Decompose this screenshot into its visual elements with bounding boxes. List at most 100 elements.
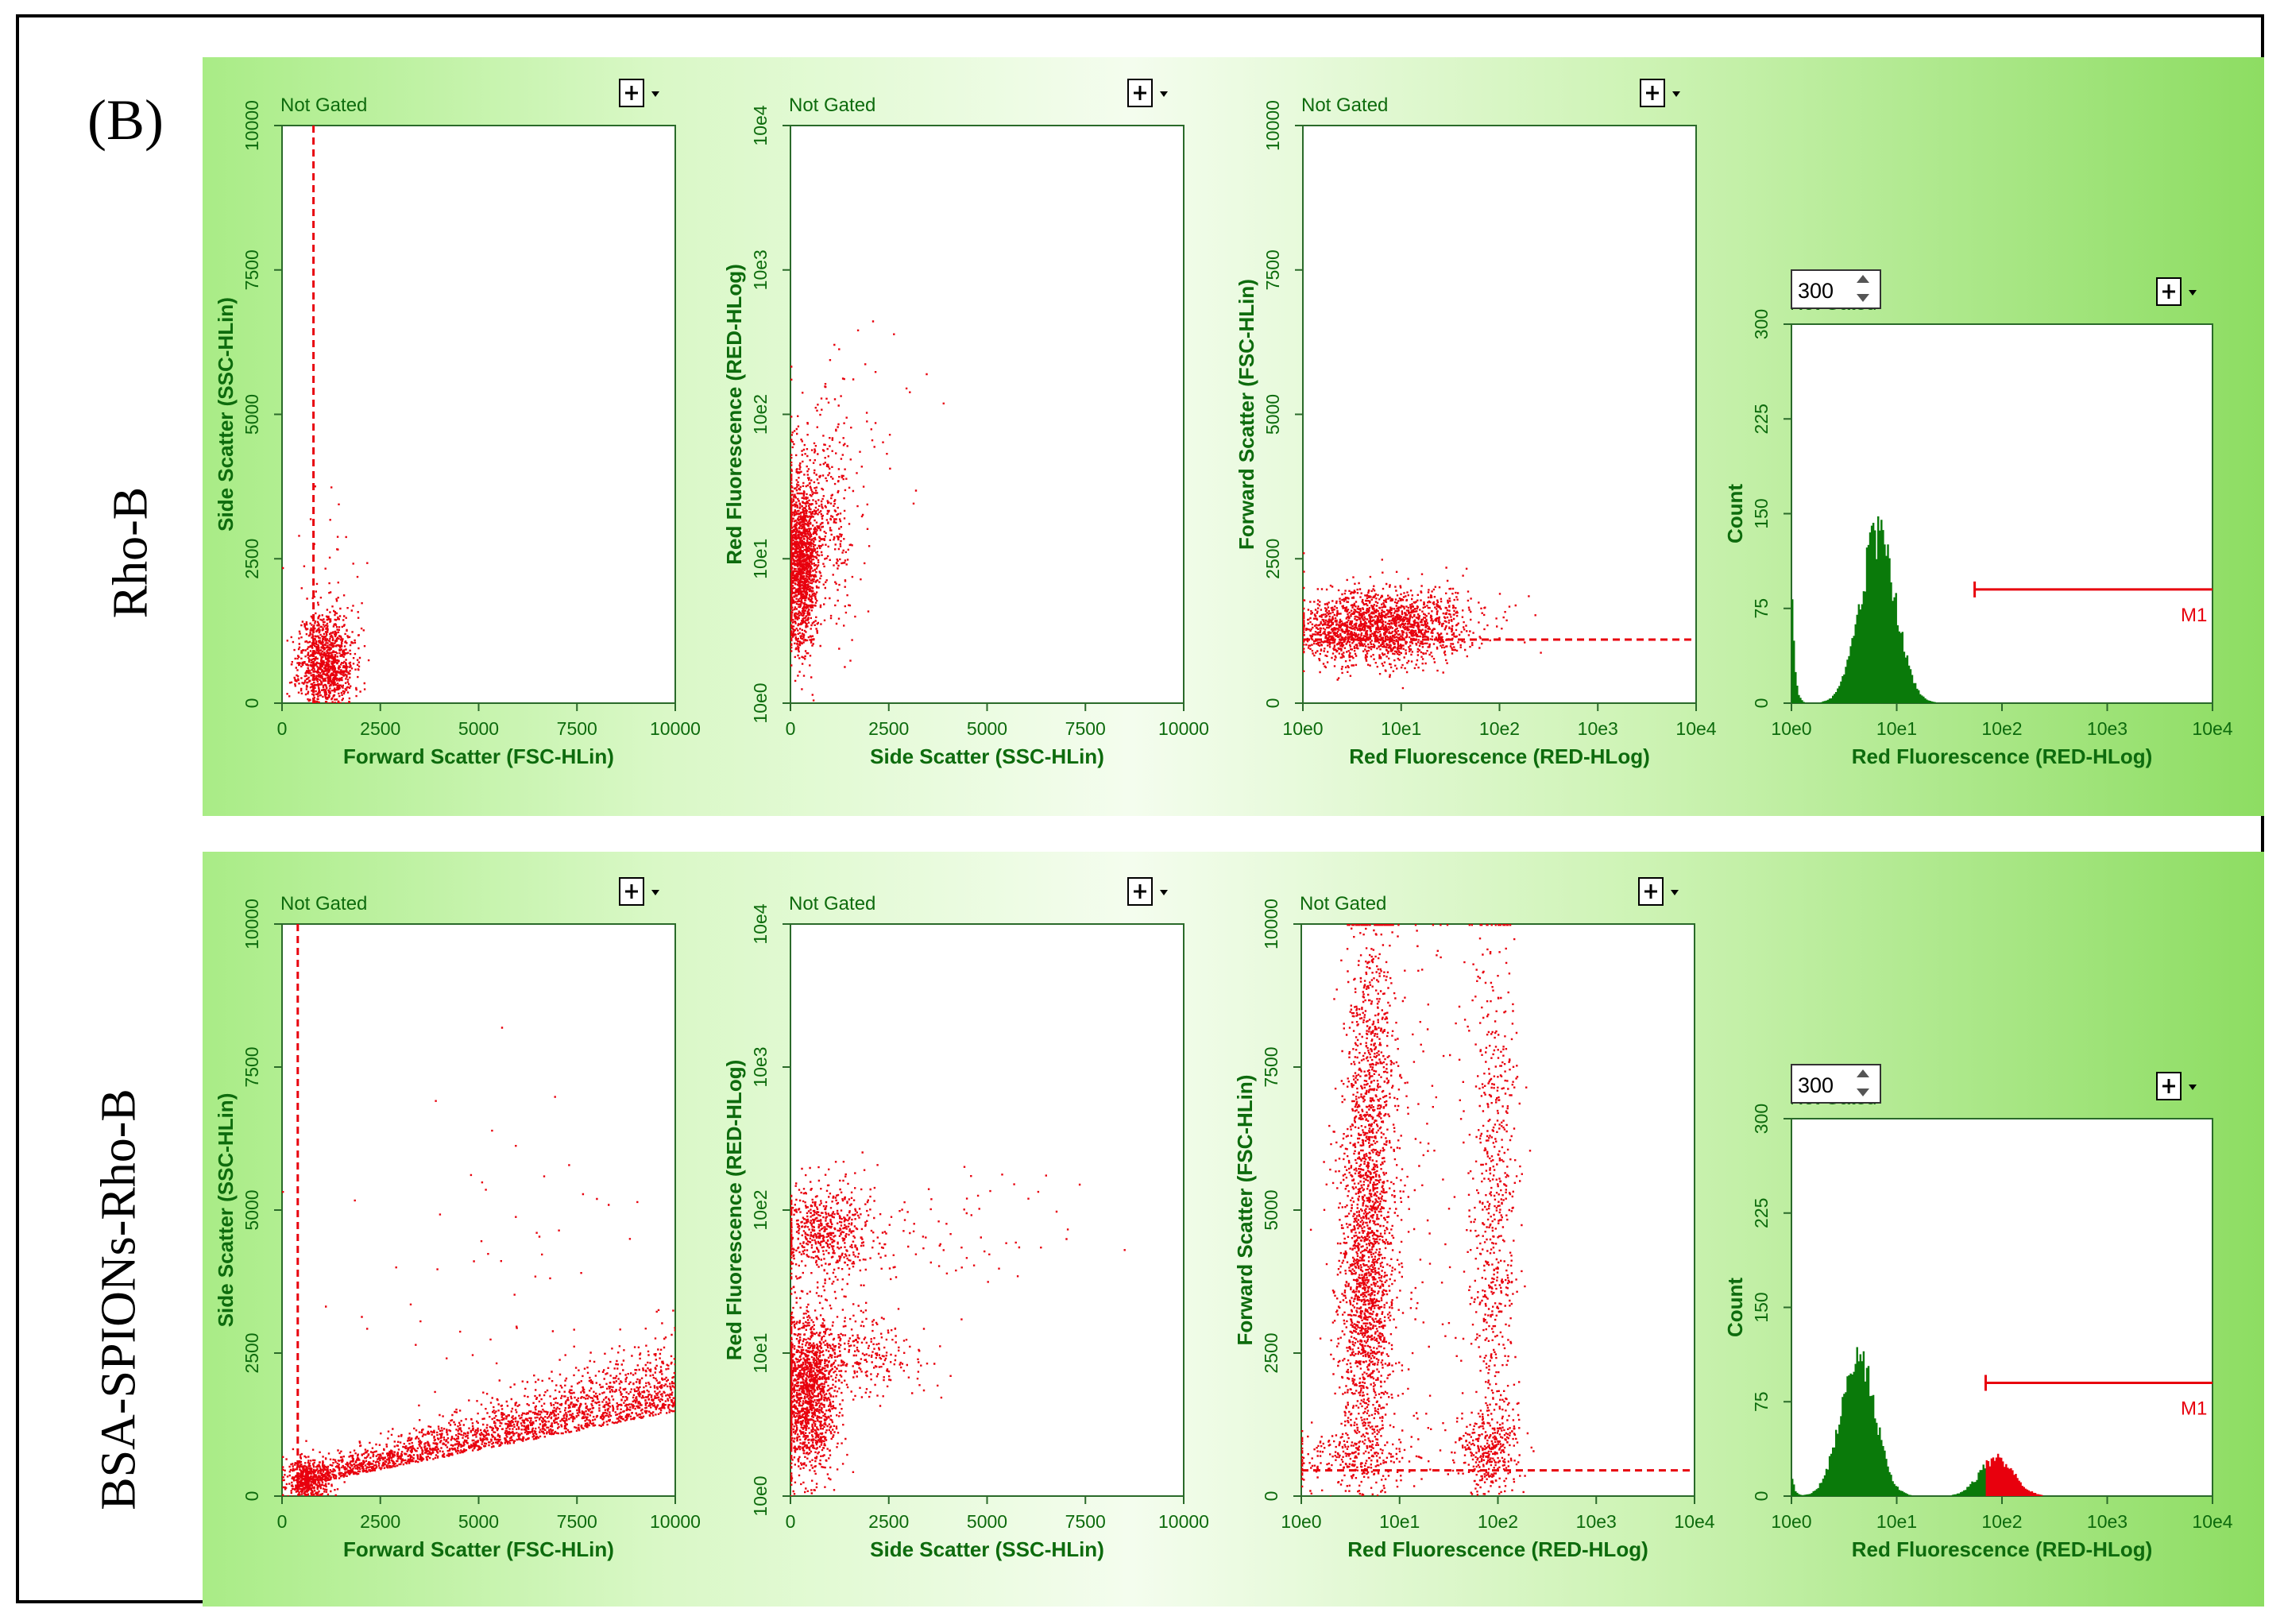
gate-menu-button[interactable]: [1127, 877, 1168, 906]
plot-area: [1791, 323, 2213, 704]
count-scale-box[interactable]: 300: [1791, 1064, 1881, 1104]
x-tick-label: 10e0: [1771, 718, 1811, 739]
x-tick-label: 7500: [1065, 1511, 1106, 1532]
x-tick-label: 0: [786, 1511, 796, 1532]
histogram-bars-m1: [1985, 1453, 2043, 1496]
y-tick-label: 5000: [242, 394, 262, 435]
y-tick-label: 10e2: [750, 394, 771, 435]
count-scale-input[interactable]: [1791, 1064, 1881, 1104]
y-axis-label: Red Fluorescence (RED-HLog): [722, 264, 746, 565]
gating-status-label: Not Gated: [789, 893, 875, 914]
panel-label: (B): [87, 88, 164, 152]
scatter-events: [1303, 552, 1542, 690]
chevron-down-icon[interactable]: [651, 91, 659, 97]
x-tick-label: 10e0: [1282, 718, 1323, 739]
plot-area: [281, 125, 676, 704]
x-tick-label: 10e2: [1981, 1511, 2022, 1532]
y-tick-label: 225: [1751, 1198, 1772, 1228]
x-axis-label: Forward Scatter (FSC-HLin): [343, 744, 614, 768]
plot-marks: [790, 320, 945, 702]
y-tick-label: 150: [1751, 1292, 1772, 1322]
x-tick-label: 10e2: [1478, 1511, 1518, 1532]
x-tick-label: 10e1: [1379, 1511, 1420, 1532]
x-tick-label: 2500: [868, 1511, 909, 1532]
plot-area: [1302, 125, 1697, 704]
gate-menu-button[interactable]: [619, 79, 659, 107]
x-tick-label: 5000: [967, 718, 1007, 739]
x-tick-label: 10e2: [1479, 718, 1520, 739]
count-scale-value: 300: [1798, 279, 1834, 303]
x-tick-label: 5000: [458, 718, 499, 739]
gate-menu-button[interactable]: [1640, 79, 1680, 107]
x-axis-label: Side Scatter (SSC-HLin): [870, 744, 1104, 768]
x-axis-label: Red Fluorescence (RED-HLog): [1852, 1537, 2153, 1561]
y-tick-label: 10e0: [750, 1475, 771, 1516]
spinner-icon[interactable]: [1857, 275, 1869, 302]
gating-status-label: Not Gated: [1301, 95, 1388, 116]
plot-marks: [282, 126, 391, 703]
plus-icon-glyph: [1134, 86, 1146, 100]
y-tick-label: 0: [1751, 1491, 1772, 1502]
chart-r1p1: Not Gated 0 2500 5000 7500 10000 0 2500 5000 7500…: [214, 79, 701, 768]
marker-label-m1: M1: [2181, 1398, 2207, 1420]
x-tick-label: 7500: [557, 718, 597, 739]
chevron-down-icon[interactable]: [1671, 890, 1679, 895]
marker-label-m1: M1: [2181, 605, 2207, 626]
y-tick-label: 2500: [242, 539, 262, 579]
y-tick-label: 10000: [1262, 100, 1283, 151]
gate-menu-button[interactable]: [2156, 1072, 2197, 1100]
plot-area: [281, 923, 676, 1497]
y-tick-label: 5000: [1262, 394, 1283, 435]
x-tick-label: 10e4: [2192, 1511, 2232, 1532]
y-tick-label: 10e1: [750, 539, 771, 579]
gate-menu-button[interactable]: [1638, 877, 1679, 906]
chevron-down-icon[interactable]: [1160, 91, 1168, 97]
x-axis-label: Red Fluorescence (RED-HLog): [1852, 744, 2153, 768]
gating-status-label: Not Gated: [280, 893, 367, 914]
x-tick-label: 0: [277, 1511, 288, 1532]
count-scale-input[interactable]: [1791, 269, 1881, 309]
y-tick-label: 10000: [242, 100, 262, 151]
y-tick-label: 300: [1751, 1104, 1772, 1134]
x-tick-label: 10e1: [1381, 718, 1421, 739]
x-axis-label: Red Fluorescence (RED-HLog): [1349, 744, 1650, 768]
plus-icon-glyph: [2162, 284, 2175, 299]
y-tick-label: 2500: [1261, 1332, 1281, 1373]
y-tick-label: 10e1: [750, 1332, 771, 1373]
chevron-down-icon[interactable]: [2189, 290, 2197, 296]
x-tick-label: 10e2: [1981, 718, 2022, 739]
plot-area: [790, 923, 1185, 1497]
x-tick-label: 10e0: [1281, 1511, 1321, 1532]
x-axis-label: Side Scatter (SSC-HLin): [870, 1537, 1104, 1561]
x-tick-label: 7500: [1065, 718, 1106, 739]
gate-menu-button[interactable]: [2156, 277, 2197, 306]
x-tick-label: 0: [786, 718, 796, 739]
x-tick-label: 10e0: [1771, 1511, 1811, 1532]
plot-marks: [1791, 516, 1936, 703]
y-tick-label: 75: [1751, 1391, 1772, 1412]
spinner-icon[interactable]: [1857, 1069, 1869, 1096]
plus-icon[interactable]: [1638, 877, 1664, 906]
gate-menu-button[interactable]: [619, 877, 659, 906]
chart-r2p2: Not Gated 0 2500 5000 7500 10000 10e0 10e1 10e2 1…: [722, 877, 1209, 1561]
x-tick-label: 5000: [967, 1511, 1007, 1532]
y-tick-label: 10000: [1261, 899, 1281, 949]
x-tick-label: 10e4: [1675, 718, 1716, 739]
chevron-down-icon[interactable]: [2189, 1085, 2197, 1090]
x-tick-label: 10e4: [2192, 718, 2232, 739]
y-tick-label: 5000: [1261, 1189, 1281, 1230]
gate-menu-button[interactable]: [1127, 79, 1168, 107]
chevron-down-icon[interactable]: [1160, 890, 1168, 895]
y-tick-label: 10e4: [750, 903, 771, 944]
chevron-down-icon[interactable]: [651, 890, 659, 895]
plot-marks: [282, 924, 675, 1496]
gating-status-label: Not Gated: [1300, 893, 1386, 914]
histogram-bars-ungated: [1791, 516, 1936, 703]
x-tick-label: 10000: [650, 718, 701, 739]
chevron-down-icon[interactable]: [1672, 91, 1680, 97]
scatter-events: [1301, 924, 1535, 1496]
y-tick-label: 7500: [1262, 249, 1283, 290]
y-tick-label: 10e2: [750, 1189, 771, 1230]
count-scale-box[interactable]: 300: [1791, 269, 1881, 309]
